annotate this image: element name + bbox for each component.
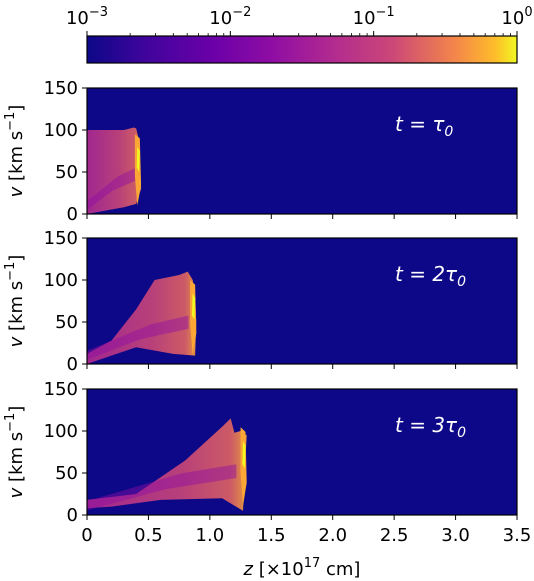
panel-label: t = 3τ0 (395, 413, 466, 441)
x-tick-label: 3.5 (503, 525, 532, 546)
y-tick-label: 50 (55, 463, 78, 484)
colorbar: 10−3 10−2 10−1 100 (66, 5, 533, 64)
colorbar-tick-label: 10−1 (353, 5, 395, 29)
shock-core (242, 441, 246, 469)
colorbar-tick-label: 100 (501, 5, 532, 29)
colorbar-gradient (86, 35, 518, 64)
y-tick-label: 0 (67, 354, 78, 375)
x-tick-label: 1.5 (257, 525, 286, 546)
colorbar-tick-label: 10−3 (66, 5, 108, 29)
y-tick-label: 0 (67, 204, 78, 225)
y-axis-label: v [km s−1] (3, 105, 27, 198)
y-tick-label: 0 (67, 505, 78, 526)
y-tick-label: 150 (44, 228, 78, 249)
panels: 0 50 100 150 t = τ0 v [km s−1] 0 50 100 150 t = 2τ… (3, 78, 531, 546)
colorbar-tick-label: 10−2 (209, 5, 251, 29)
panel-background (87, 88, 517, 214)
shock-core (192, 293, 196, 320)
x-tick-label: 0 (81, 525, 92, 546)
x-tick-label: 1.0 (196, 525, 225, 546)
flow-region (87, 271, 197, 364)
colorbar-ticks: 10−3 10−2 10−1 100 (66, 5, 533, 36)
panel-frame (86, 87, 518, 215)
panel-3: 0 50 100 150 0 0.5 1.0 1.5 2.0 2.5 3.0 3.5 t = 3τ0 v … (3, 379, 531, 546)
panel-1: 0 50 100 150 t = τ0 v [km s−1] (3, 78, 518, 225)
y-axis-label: v [km s−1] (3, 255, 27, 348)
panel-label: t = 2τ0 (395, 262, 466, 290)
x-tick-label: 3.0 (441, 525, 470, 546)
panel-label: t = τ0 (395, 112, 453, 140)
shock-core (136, 146, 140, 172)
x-tick-label: 2.0 (318, 525, 347, 546)
y-tick-label: 100 (44, 270, 78, 291)
panel-2: 0 50 100 150 t = 2τ0 v [km s−1] (3, 228, 518, 375)
y-tick-label: 150 (44, 78, 78, 99)
x-tick-label: 2.5 (380, 525, 409, 546)
y-tick-label: 100 (44, 421, 78, 442)
flow-region (87, 127, 142, 214)
flow-region (87, 418, 247, 511)
panel-frame (86, 237, 518, 365)
y-tick-label: 150 (44, 379, 78, 400)
flow-streak (87, 464, 237, 511)
x-axis-label: z [×1017 cm] (243, 556, 361, 580)
flow-streak (87, 167, 136, 210)
flow-streak (87, 315, 189, 360)
y-tick-label: 50 (55, 312, 78, 333)
y-tick-label: 50 (55, 162, 78, 183)
panel-frame (86, 388, 518, 516)
y-tick-label: 100 (44, 120, 78, 141)
x-tick-label: 0.5 (134, 525, 163, 546)
y-axis-label: v [km s−1] (3, 406, 27, 499)
